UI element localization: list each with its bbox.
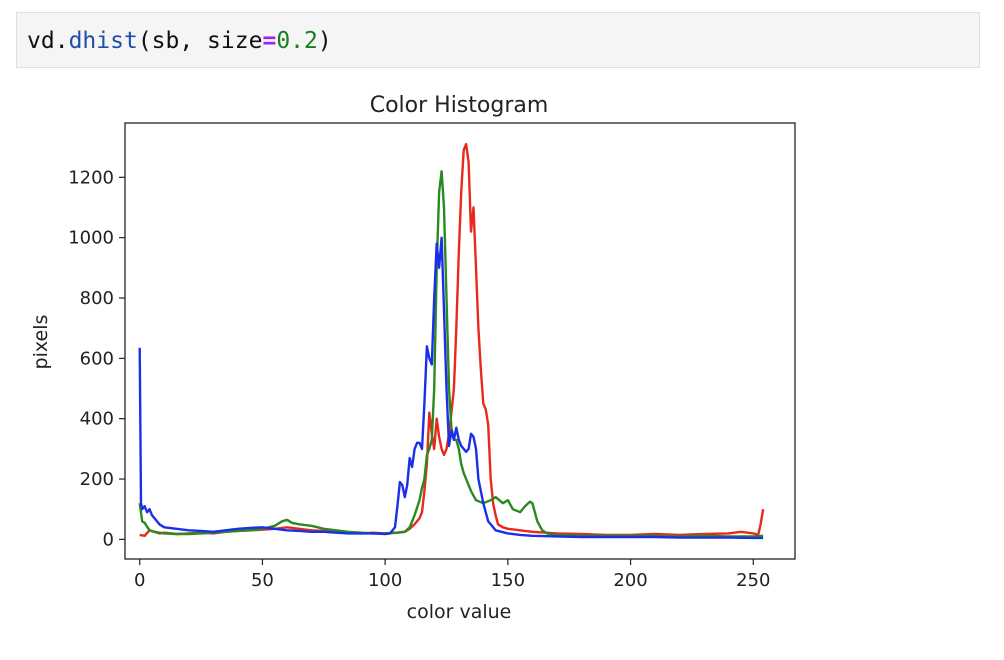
y-tick-label: 600 (80, 348, 114, 369)
code-open-paren: ( (137, 28, 152, 54)
code-object: vd (27, 28, 55, 54)
code-operator: = (262, 28, 277, 54)
code-dot: . (54, 28, 69, 54)
color-histogram-chart: Color Histogram 0 50 100 150 200 250 0 200 400 60… (30, 93, 796, 623)
x-tick-label: 200 (613, 570, 647, 591)
plot-series (138, 142, 765, 540)
code-cell[interactable]: vd.dhist(sb, size=0.2) (16, 12, 980, 68)
axes: 0 50 100 150 200 250 0 200 400 600 800 1000 1200 (68, 167, 770, 591)
x-axis-label: color value (407, 601, 512, 623)
y-tick-label: 200 (80, 469, 114, 490)
x-tick-label: 250 (736, 570, 770, 591)
series-line-2 (138, 170, 764, 538)
y-tick-label: 800 (80, 288, 114, 309)
code-args: sb, size (151, 28, 263, 54)
y-tick-label: 1000 (68, 228, 114, 249)
chart-title: Color Histogram (370, 93, 549, 118)
y-tick-label: 0 (103, 529, 114, 550)
series-line-1 (139, 142, 765, 537)
x-tick-label: 150 (491, 570, 525, 591)
y-axis-label: pixels (30, 315, 52, 370)
code-close-paren: ) (317, 28, 332, 54)
x-tick-label: 0 (134, 570, 145, 591)
y-tick-label: 1200 (68, 167, 114, 188)
code-number: 0.2 (276, 28, 318, 54)
y-tick-label: 400 (80, 409, 114, 430)
x-tick-label: 50 (251, 570, 274, 591)
code-function: dhist (68, 28, 138, 54)
plot-frame (124, 122, 796, 560)
series-line-3 (138, 236, 764, 540)
x-tick-label: 100 (368, 570, 402, 591)
